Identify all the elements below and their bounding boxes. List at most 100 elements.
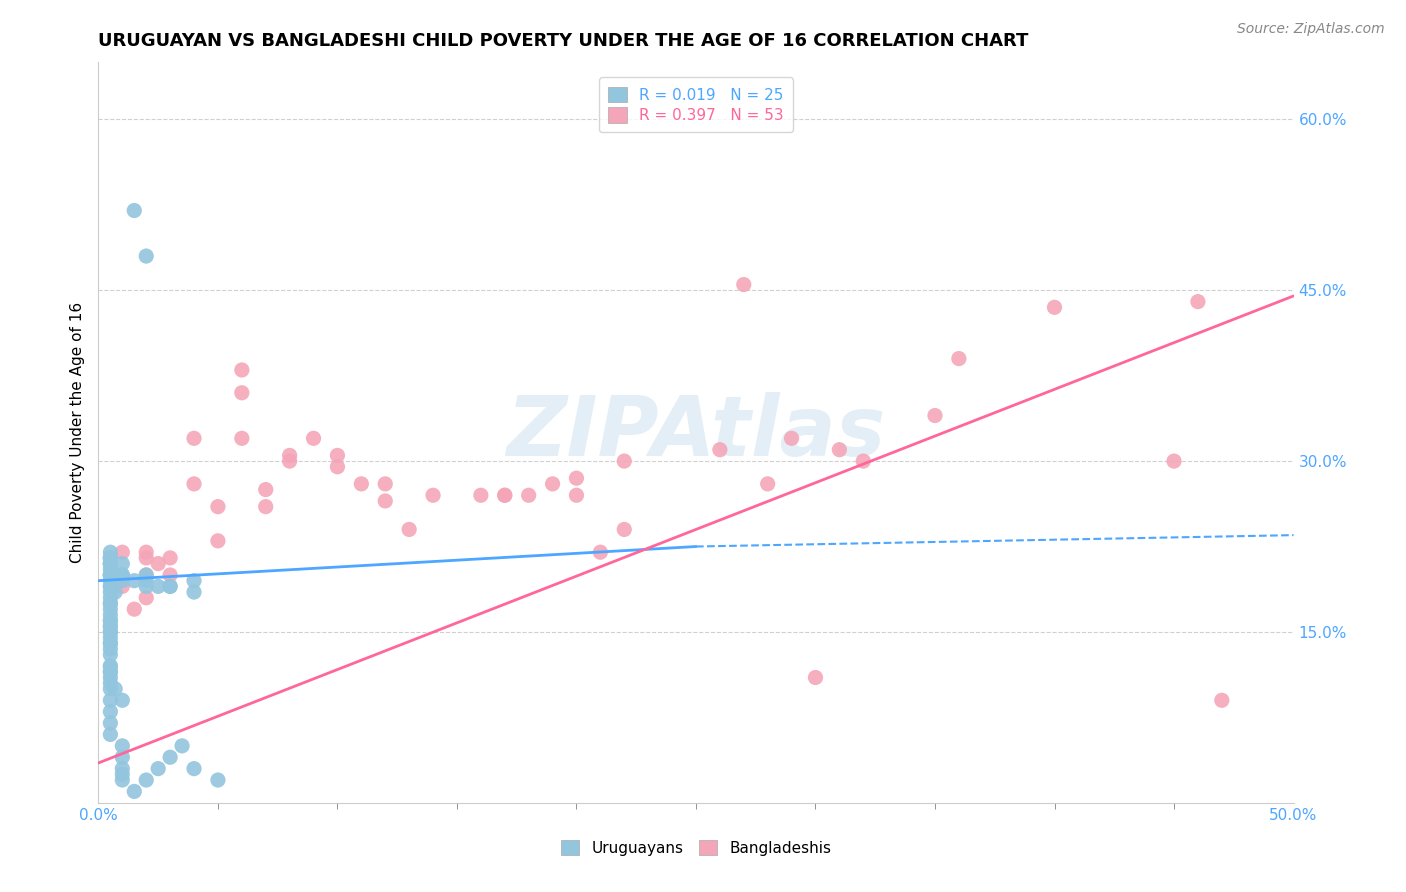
Point: [98, 648, 122, 662]
Point: [124, 602, 146, 616]
Point: [135, 568, 157, 582]
Point: [183, 585, 205, 599]
Point: [98, 550, 122, 565]
Point: [756, 476, 779, 491]
Point: [135, 772, 157, 787]
Point: [374, 476, 396, 491]
Point: [98, 619, 122, 633]
Y-axis label: Child Poverty Under the Age of 16: Child Poverty Under the Age of 16: [69, 302, 84, 563]
Point: [111, 574, 134, 588]
Point: [124, 574, 146, 588]
Point: [159, 579, 181, 593]
Point: [98, 624, 122, 639]
Point: [98, 642, 122, 657]
Point: [1043, 301, 1066, 315]
Point: [104, 681, 127, 696]
Point: [98, 597, 122, 611]
Point: [135, 550, 157, 565]
Point: [98, 585, 122, 599]
Point: [231, 385, 253, 400]
Point: [111, 739, 134, 753]
Point: [98, 591, 122, 605]
Point: [111, 693, 134, 707]
Point: [207, 533, 229, 548]
Point: [98, 716, 122, 731]
Point: [231, 363, 253, 377]
Point: [470, 488, 492, 502]
Point: [111, 557, 134, 571]
Point: [111, 750, 134, 764]
Point: [98, 681, 122, 696]
Point: [172, 739, 194, 753]
Point: [135, 591, 157, 605]
Point: [98, 607, 122, 622]
Point: [98, 671, 122, 685]
Point: [326, 459, 349, 474]
Point: [1402, 272, 1406, 286]
Point: [111, 579, 134, 593]
Point: [804, 671, 827, 685]
Legend: Uruguayans, Bangladeshis: Uruguayans, Bangladeshis: [554, 834, 838, 862]
Point: [589, 545, 612, 559]
Point: [135, 249, 157, 263]
Point: [98, 614, 122, 628]
Point: [98, 636, 122, 650]
Point: [104, 568, 127, 582]
Point: [494, 488, 516, 502]
Point: [613, 454, 636, 468]
Point: [111, 767, 134, 781]
Point: [111, 772, 134, 787]
Point: [148, 762, 170, 776]
Point: [124, 784, 146, 798]
Point: [135, 574, 157, 588]
Point: [98, 705, 122, 719]
Point: [254, 500, 277, 514]
Point: [207, 500, 229, 514]
Point: [517, 488, 540, 502]
Point: [98, 574, 122, 588]
Point: [159, 550, 181, 565]
Point: [98, 597, 122, 611]
Point: [852, 454, 875, 468]
Point: [254, 483, 277, 497]
Point: [924, 409, 946, 423]
Point: [780, 431, 803, 445]
Point: [104, 585, 127, 599]
Point: [135, 545, 157, 559]
Point: [98, 676, 122, 690]
Point: [98, 727, 122, 741]
Point: [278, 454, 301, 468]
Point: [948, 351, 970, 366]
Point: [98, 602, 122, 616]
Point: [828, 442, 851, 457]
Text: ZIPAtlas: ZIPAtlas: [506, 392, 886, 473]
Point: [98, 665, 122, 679]
Text: URUGUAYAN VS BANGLADESHI CHILD POVERTY UNDER THE AGE OF 16 CORRELATION CHART: URUGUAYAN VS BANGLADESHI CHILD POVERTY U…: [98, 32, 1029, 50]
Point: [98, 562, 122, 576]
Point: [183, 762, 205, 776]
Point: [1211, 693, 1233, 707]
Point: [98, 579, 122, 593]
Point: [302, 431, 325, 445]
Point: [98, 557, 122, 571]
Point: [183, 574, 205, 588]
Point: [111, 568, 134, 582]
Point: [98, 568, 122, 582]
Point: [207, 772, 229, 787]
Point: [98, 579, 122, 593]
Text: Source: ZipAtlas.com: Source: ZipAtlas.com: [1237, 22, 1385, 37]
Point: [98, 693, 122, 707]
Point: [1163, 454, 1185, 468]
Point: [98, 624, 122, 639]
Point: [159, 579, 181, 593]
Point: [494, 488, 516, 502]
Point: [98, 619, 122, 633]
Point: [565, 471, 588, 485]
Point: [98, 659, 122, 673]
Point: [565, 488, 588, 502]
Point: [1187, 294, 1209, 309]
Point: [98, 550, 122, 565]
Point: [98, 568, 122, 582]
Point: [111, 545, 134, 559]
Point: [183, 476, 205, 491]
